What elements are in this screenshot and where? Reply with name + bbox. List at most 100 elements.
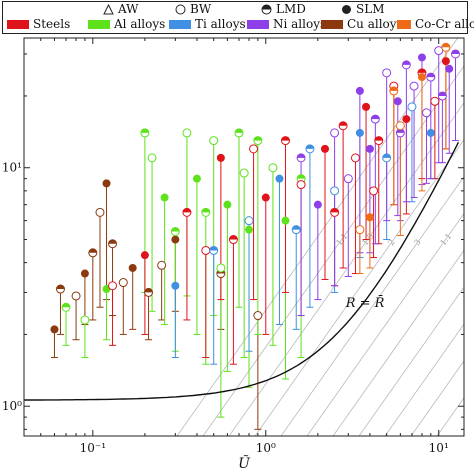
data-point-half	[56, 285, 65, 290]
x-axis-label: Ũ	[238, 454, 251, 472]
data-point-half	[144, 288, 153, 293]
data-point	[369, 186, 379, 196]
cocr-swatch	[397, 19, 411, 29]
data-point	[108, 281, 118, 291]
data-point	[95, 207, 105, 217]
ti-swatch	[169, 19, 191, 29]
data-point	[239, 168, 249, 178]
legend-marker-label: SLM	[356, 2, 385, 16]
data-point	[140, 251, 149, 260]
data-point-half	[382, 153, 391, 158]
legend-material-label: Co-Cr alloys	[415, 17, 474, 31]
data-point	[80, 315, 90, 325]
data-points	[50, 42, 460, 334]
data-point	[268, 163, 278, 173]
contour-line	[254, 138, 464, 436]
data-point	[244, 216, 254, 226]
data-point-half	[140, 128, 149, 133]
contour-line	[306, 212, 464, 436]
data-point	[261, 193, 270, 202]
data-point	[253, 311, 263, 321]
data-point	[171, 281, 180, 290]
legend-material-label: Al alloys	[114, 17, 166, 31]
data-point	[441, 57, 450, 66]
data-point-half	[108, 239, 117, 244]
data-point	[216, 263, 226, 273]
data-point-half	[209, 246, 218, 251]
data-point	[355, 86, 364, 95]
data-point	[382, 68, 392, 78]
contour-line	[332, 249, 464, 436]
legend-material-ni: Ni alloys	[247, 17, 326, 31]
data-point	[160, 193, 169, 202]
contour-line	[410, 360, 464, 436]
data-point-half	[451, 49, 460, 54]
x-tick-label: 10⁰	[256, 441, 276, 455]
data-point	[434, 46, 444, 56]
data-point	[71, 291, 81, 301]
legend-marker-lmd: LMD	[261, 2, 306, 16]
contour-line	[280, 175, 464, 436]
data-point	[343, 174, 353, 184]
data-point-half	[374, 136, 383, 141]
data-point-half	[417, 68, 426, 73]
data-point-half	[297, 153, 306, 158]
data-point	[430, 96, 440, 106]
data-point	[330, 128, 340, 138]
data-point	[393, 97, 402, 106]
legend-material-ti: Ti alloys	[169, 17, 246, 31]
legend-marker-label: BW	[190, 2, 212, 16]
legend: AW BW LMD SLM Steels Al alloys Ti alloys	[2, 1, 474, 34]
data-point	[362, 102, 371, 111]
contour-lines: 1.11.5231.11.5231.11.5231.1	[176, 38, 464, 436]
data-point	[320, 144, 329, 153]
circle-filled-icon	[341, 4, 352, 15]
data-point	[50, 325, 59, 334]
data-point	[355, 225, 365, 235]
data-point	[350, 153, 360, 163]
legend-material-al: Al alloys	[88, 17, 165, 31]
data-point-half	[371, 115, 380, 120]
data-point-half	[234, 128, 243, 133]
data-point	[102, 179, 111, 188]
legend-material-steels: Steels	[7, 17, 70, 31]
data-point-half	[339, 121, 348, 126]
data-point-half	[292, 225, 301, 230]
circle-half-icon	[261, 4, 272, 15]
legend-material-label: Cu alloys	[347, 17, 403, 31]
data-point-half	[182, 208, 191, 213]
contour-line	[358, 286, 464, 436]
data-point-half	[402, 60, 411, 65]
data-point	[209, 136, 219, 146]
legend-material-row: Steels Al alloys Ti alloys Ni alloys Cu …	[3, 17, 474, 33]
data-point	[249, 144, 259, 154]
data-point-half	[389, 86, 398, 91]
data-point	[407, 102, 417, 112]
data-point	[426, 128, 435, 137]
legend-marker-label: AW	[118, 2, 139, 16]
axes: 10⁻¹ 10⁰ 10¹ 10⁰ 10¹	[2, 38, 464, 455]
data-point	[330, 186, 340, 196]
y-tick-label: 10⁰	[2, 399, 22, 413]
data-point	[313, 200, 322, 209]
y-tick-label: 10¹	[2, 161, 22, 175]
data-point	[409, 81, 419, 91]
data-point-half	[305, 144, 314, 149]
data-point	[201, 245, 211, 255]
data-point	[118, 278, 128, 288]
data-point-half	[438, 91, 447, 96]
data-point	[417, 73, 426, 82]
data-point	[422, 108, 432, 118]
data-point-half	[201, 208, 210, 213]
data-point	[417, 53, 426, 62]
ni-swatch	[247, 19, 269, 29]
al-swatch	[88, 19, 110, 29]
data-point	[128, 263, 137, 272]
data-point	[182, 128, 192, 138]
data-point-half	[229, 235, 238, 240]
data-point-half	[253, 136, 262, 141]
r-equals-rbar-curve	[24, 141, 460, 401]
data-point-half	[426, 73, 435, 78]
circle-open-icon	[175, 4, 186, 15]
